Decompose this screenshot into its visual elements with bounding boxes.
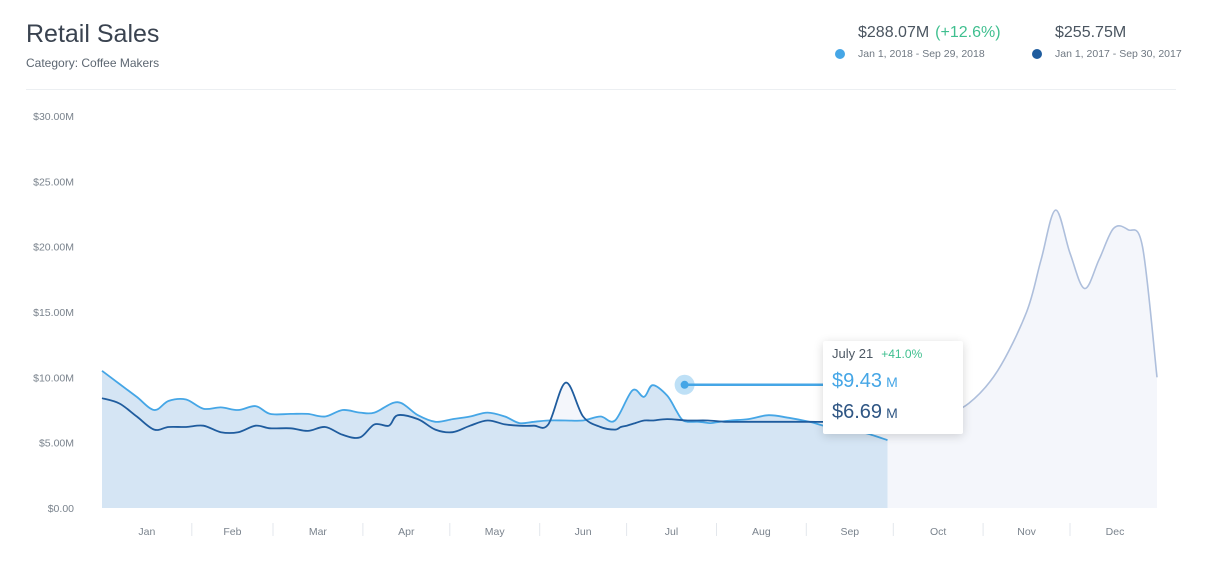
x-tick-label: Jul — [665, 526, 678, 538]
chart-title: Retail Sales — [26, 20, 160, 48]
hover-tooltip: July 21 +41.0% $9.43 M $6.69 M — [823, 341, 963, 434]
y-tick-label: $10.00M — [33, 372, 74, 384]
tooltip-value-2018-row: $9.43 M — [832, 370, 898, 393]
tooltip-date-row: July 21 +41.0% — [832, 346, 922, 361]
x-tick-label: Jun — [575, 526, 592, 538]
series-2017-line — [101, 381, 888, 439]
legend-2018-dot-icon — [835, 49, 845, 59]
x-tick-label: Aug — [752, 526, 771, 538]
series-2018-line — [101, 370, 888, 441]
legend-2017-dot-icon — [1032, 49, 1042, 59]
y-tick-label: $20.00M — [33, 242, 74, 254]
x-tick-label: Nov — [1017, 526, 1036, 538]
y-tick-label: $30.00M — [33, 111, 74, 123]
tooltip-value-2018: $9.43 — [832, 370, 883, 392]
x-tick-label: Mar — [309, 526, 328, 538]
legend-2018-range-row: Jan 1, 2018 - Sep 29, 2018 — [835, 48, 1001, 60]
legend-2017[interactable]: $255.75M Jan 1, 2017 - Sep 30, 2017 — [1032, 24, 1182, 60]
y-tick-label: $5.00M — [39, 438, 74, 450]
legend-2018-change: (+12.6%) — [935, 24, 1001, 41]
series-2018-area — [102, 370, 888, 508]
header-divider — [26, 89, 1176, 90]
x-tick-label: Jan — [138, 526, 155, 538]
legend-2018-range: Jan 1, 2018 - Sep 29, 2018 — [858, 48, 985, 60]
legend-2017-range-row: Jan 1, 2017 - Sep 30, 2017 — [1032, 48, 1182, 60]
x-tick-label: Feb — [223, 526, 241, 538]
tooltip-value-2017: $6.69 — [832, 401, 883, 423]
y-tick-label: $25.00M — [33, 176, 74, 188]
legend-2017-range: Jan 1, 2017 - Sep 30, 2017 — [1055, 48, 1182, 60]
x-tick-label: Apr — [398, 526, 415, 538]
chart-subtitle: Category: Coffee Makers — [26, 56, 160, 70]
y-tick-label: $0.00 — [48, 503, 74, 515]
tooltip-value-2017-row: $6.69 M — [832, 401, 898, 424]
tooltip-change: +41.0% — [881, 347, 923, 361]
legend-2017-value-row: $255.75M — [1055, 24, 1182, 42]
hover-point — [680, 380, 689, 389]
tooltip-unit-2018: M — [886, 374, 898, 390]
legend-2017-total: $255.75M — [1055, 24, 1127, 41]
x-tick-label: Dec — [1106, 526, 1125, 538]
x-tick-label: Oct — [930, 526, 946, 538]
legend-2018-total: $288.07M — [858, 24, 930, 41]
tooltip-date: July 21 — [832, 346, 874, 361]
x-tick-label: May — [485, 526, 506, 538]
tooltip-unit-2017: M — [886, 405, 898, 421]
legend-2018-value-row: $288.07M (+12.6%) — [858, 24, 1001, 42]
legend-2018[interactable]: $288.07M (+12.6%) Jan 1, 2018 - Sep 29, 2… — [835, 24, 1001, 60]
y-tick-label: $15.00M — [33, 307, 74, 319]
x-tick-label: Sep — [840, 526, 859, 538]
